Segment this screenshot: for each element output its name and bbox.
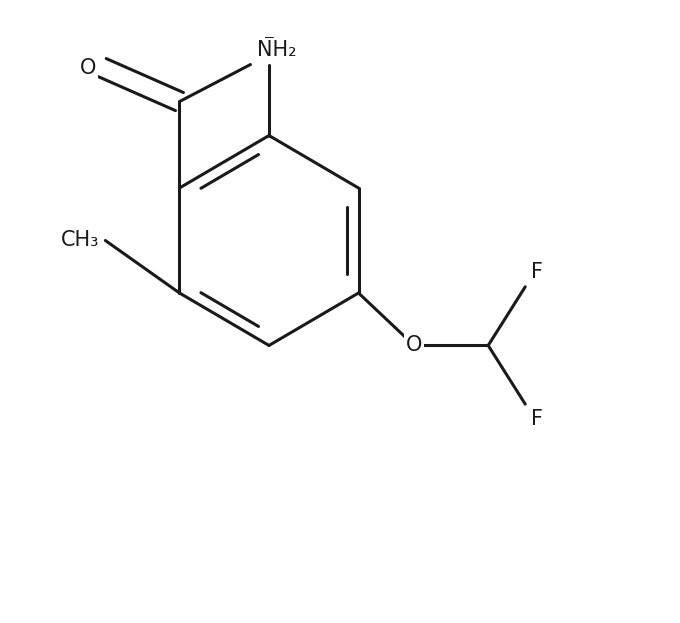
Text: O: O — [80, 57, 96, 78]
Text: F: F — [531, 262, 543, 282]
Text: F: F — [263, 37, 275, 57]
Text: O: O — [406, 335, 422, 356]
Text: NH₂: NH₂ — [256, 40, 296, 60]
Text: CH₃: CH₃ — [61, 231, 99, 250]
Text: F: F — [531, 409, 543, 429]
